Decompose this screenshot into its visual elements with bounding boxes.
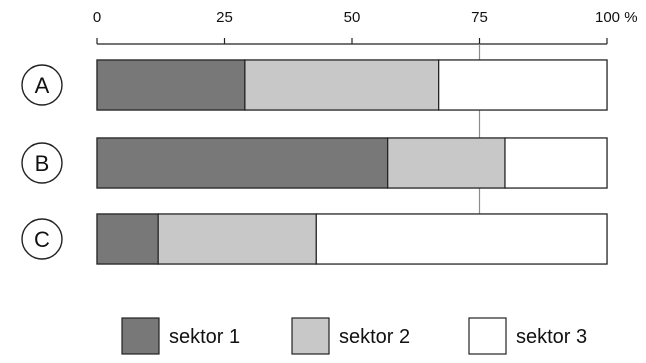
bar-segment-overlay	[315, 213, 608, 265]
legend-swatch	[291, 317, 330, 355]
row-label-circle	[21, 142, 63, 184]
reference-line-layer	[96, 44, 608, 265]
x-tick-label: 100 %	[595, 9, 638, 26]
x-axis-ticks: 0 25 50 75 100 %	[93, 9, 638, 45]
legend-swatch	[468, 317, 507, 355]
x-tick-label: 25	[216, 9, 233, 26]
bar-segment-overlay	[96, 213, 159, 265]
legend-swatch	[121, 317, 160, 355]
bar-segment-overlay	[387, 137, 506, 189]
x-tick-label: 0	[93, 9, 101, 26]
row-label: A	[35, 73, 50, 98]
x-tick-label: 75	[471, 9, 488, 26]
row-label: B	[35, 151, 50, 176]
legend-label: sektor 3	[516, 326, 587, 348]
row-label: C	[34, 227, 50, 252]
row-label-circle	[21, 64, 63, 106]
bar-segment-overlay	[96, 137, 389, 189]
legend-label: sektor 2	[339, 326, 410, 348]
x-tick-label: 50	[344, 9, 361, 26]
bar-segment-overlay	[244, 59, 440, 111]
legend-label: sektor 1	[169, 326, 240, 348]
legend: sektor 1 sektor 2 sektor 3	[121, 317, 587, 355]
row-label-circle	[21, 218, 63, 260]
bar-segment-overlay	[96, 59, 246, 111]
bar-segment-overlay	[504, 137, 608, 189]
bar-segment-overlay	[438, 59, 608, 111]
row-labels: A B C	[21, 64, 63, 260]
bar-segment-overlay	[157, 213, 317, 265]
